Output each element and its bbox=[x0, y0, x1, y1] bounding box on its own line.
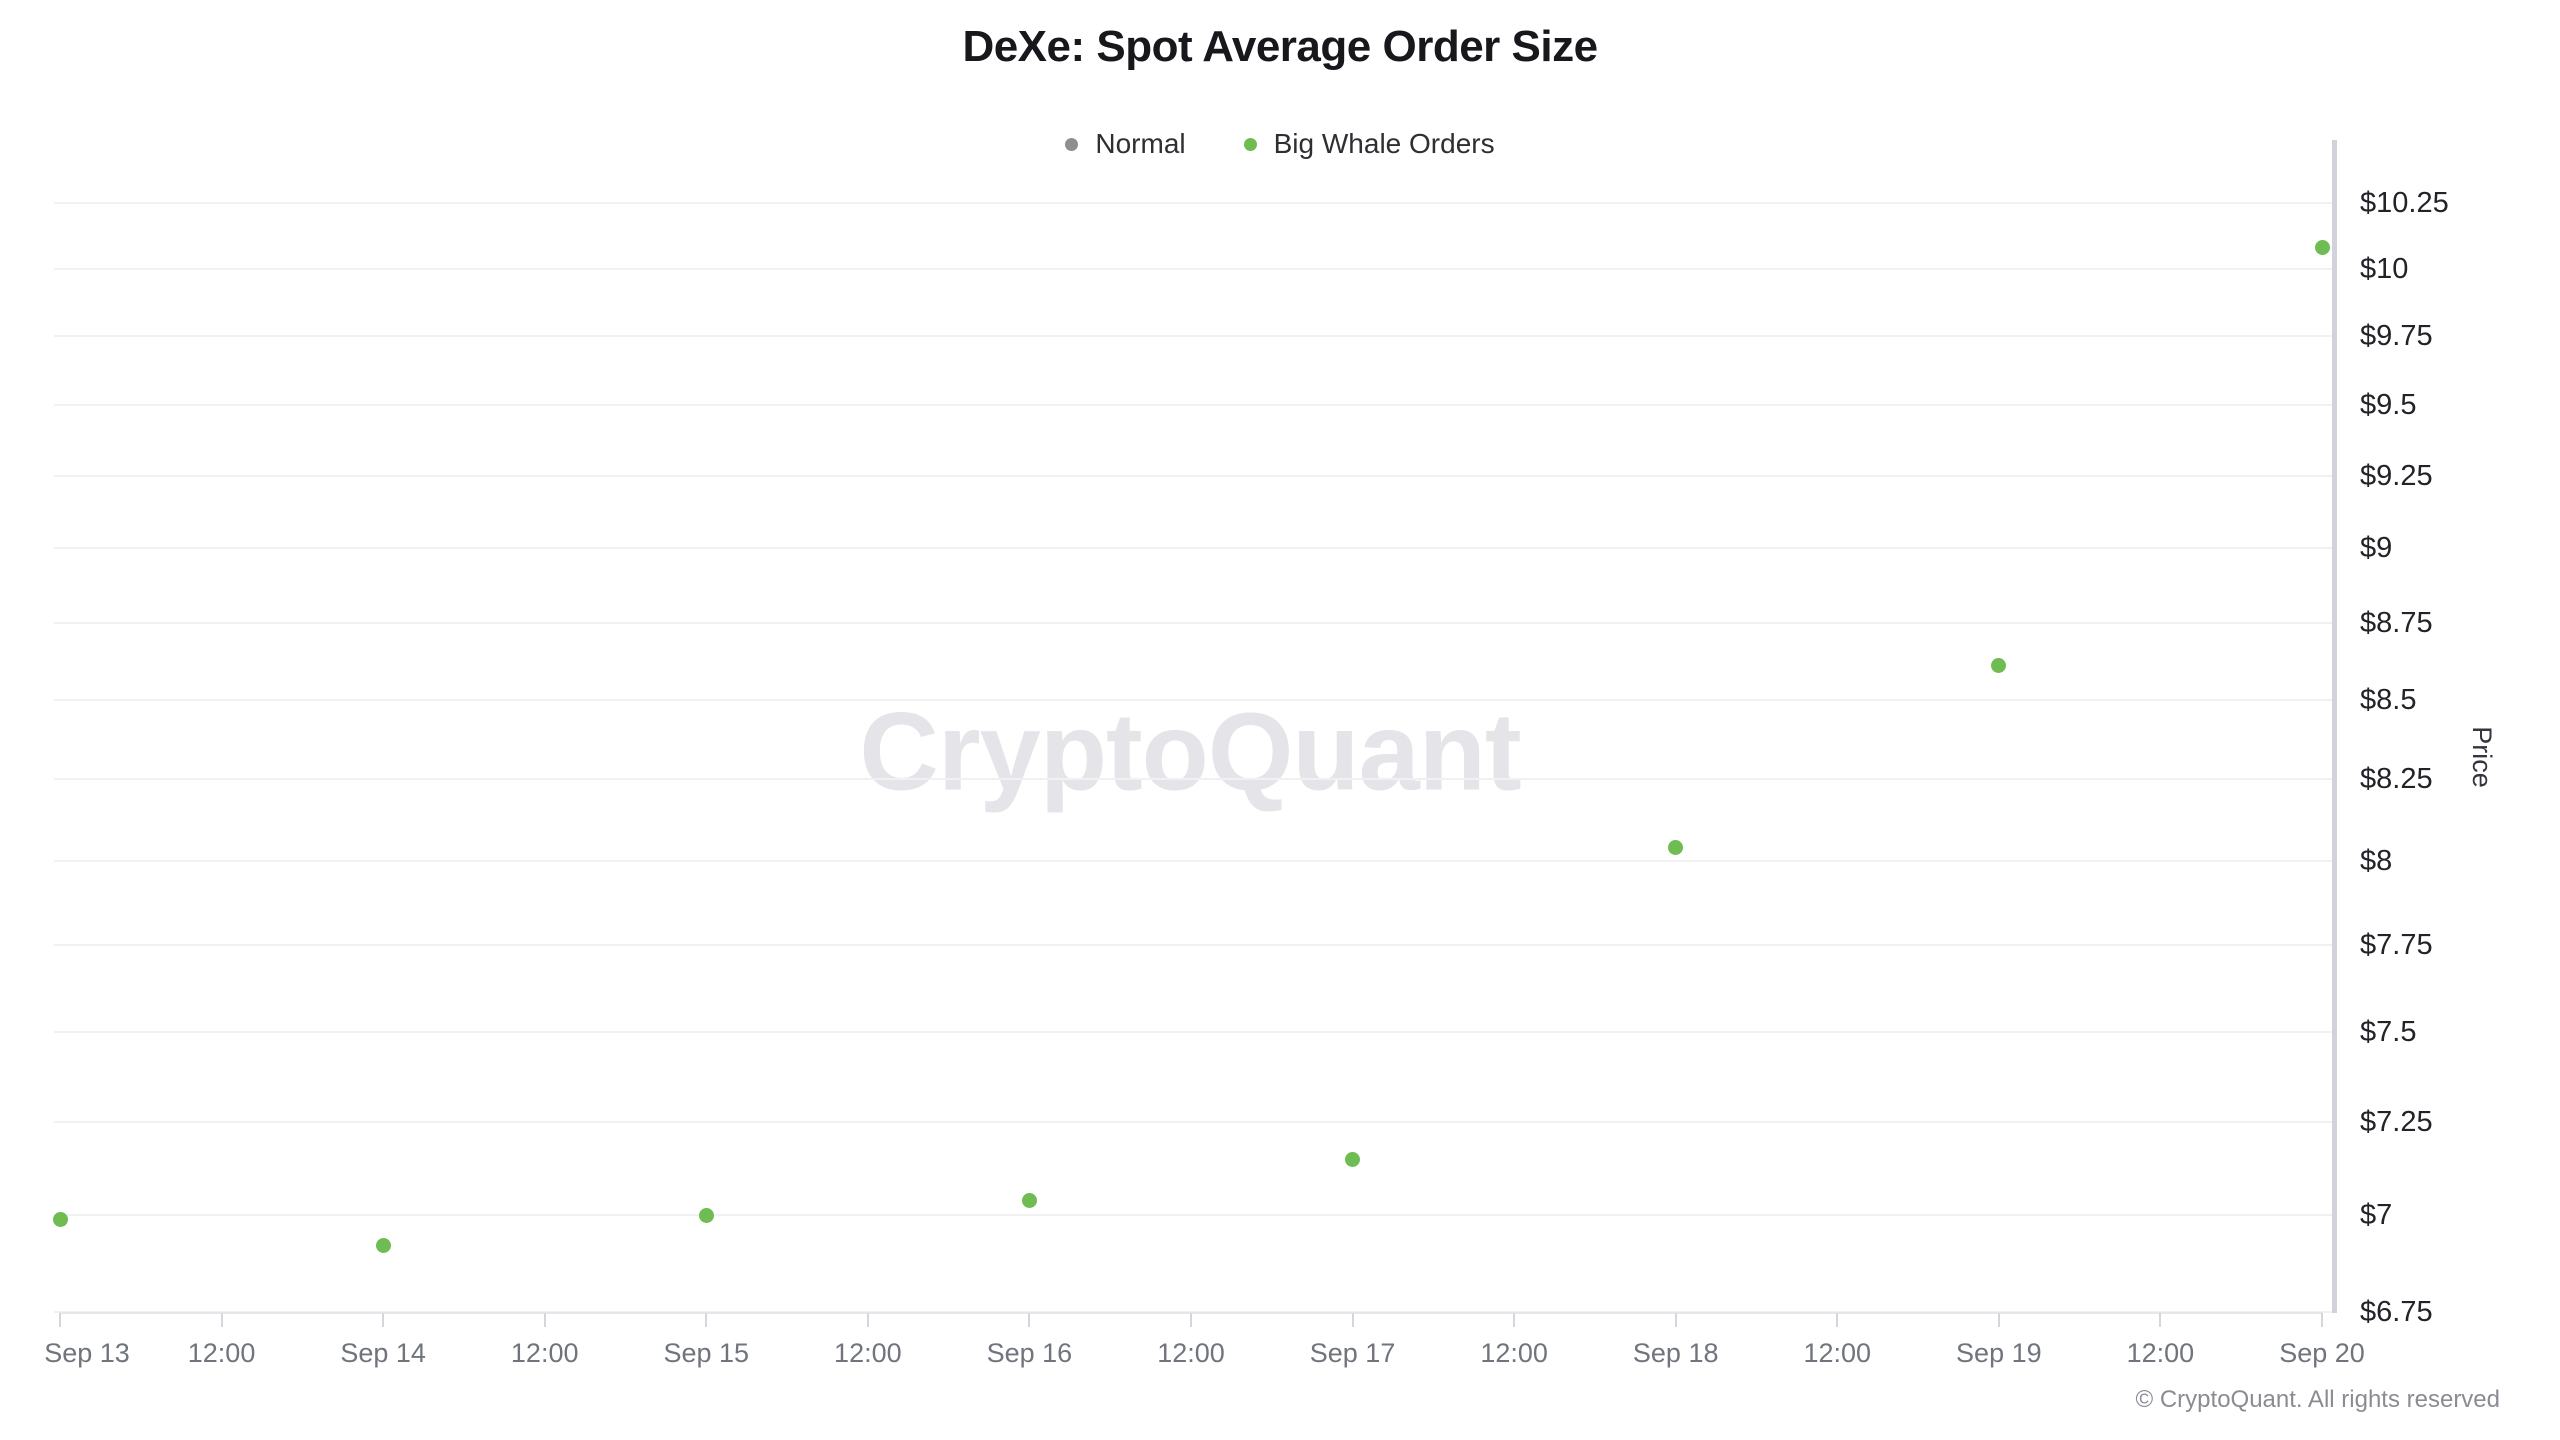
chart-title: DeXe: Spot Average Order Size bbox=[962, 22, 1598, 71]
watermark: CryptoQuant bbox=[859, 690, 1521, 814]
gridline bbox=[54, 1121, 2334, 1124]
y-axis-tick-label: $9.5 bbox=[2360, 388, 2417, 421]
x-axis-tick bbox=[1513, 1313, 1516, 1327]
x-axis-tick bbox=[382, 1313, 385, 1327]
x-axis-tick bbox=[1028, 1313, 1031, 1327]
y-axis-tick-label: $8.25 bbox=[2360, 763, 2433, 796]
y-axis-tick-label: $8 bbox=[2360, 844, 2393, 877]
legend-item-big-whale-orders[interactable]: Big Whale Orders bbox=[1243, 128, 1495, 160]
x-axis-tick bbox=[1351, 1313, 1354, 1327]
normal-series-dot-icon bbox=[1065, 137, 1079, 151]
gridline bbox=[54, 403, 2334, 406]
gridline bbox=[54, 944, 2334, 947]
gridline bbox=[54, 622, 2334, 625]
gridline bbox=[54, 859, 2334, 862]
data-point[interactable] bbox=[1021, 1192, 1037, 1208]
x-axis-tick-label: Sep 17 bbox=[1309, 1338, 1396, 1368]
x-axis-tick bbox=[1997, 1313, 2000, 1327]
gridline bbox=[54, 1031, 2334, 1034]
y-axis-tick-label: $8.75 bbox=[2360, 607, 2433, 640]
y-axis-title: Price bbox=[2467, 726, 2497, 788]
y-axis-tick-label: $8.5 bbox=[2360, 684, 2417, 716]
x-axis-tick bbox=[1190, 1313, 1192, 1327]
x-axis-tick bbox=[705, 1313, 708, 1327]
y-axis-tick-label: $7.5 bbox=[2360, 1016, 2417, 1049]
x-axis-tick-label: Sep 20 bbox=[2279, 1338, 2365, 1368]
y-axis-line bbox=[2332, 140, 2337, 1313]
y-axis-tick-label: $10.25 bbox=[2360, 187, 2449, 219]
gridline bbox=[54, 547, 2334, 550]
x-axis-tick-label: Sep 14 bbox=[340, 1338, 426, 1368]
x-axis-tick bbox=[59, 1313, 61, 1327]
y-axis-tick-label: $9.25 bbox=[2360, 459, 2433, 492]
x-axis-tick-label: Sep 18 bbox=[1632, 1338, 1719, 1368]
x-axis-tick-label: Sep 15 bbox=[663, 1338, 750, 1368]
gridline bbox=[54, 202, 2334, 204]
x-axis-tick-label: Sep 16 bbox=[986, 1338, 1073, 1368]
y-axis-tick-label: $9 bbox=[2360, 532, 2393, 565]
y-axis-tick-label: $6.75 bbox=[2360, 1296, 2433, 1328]
x-axis-tick bbox=[1836, 1313, 1839, 1327]
x-axis-tick-label: 12:00 bbox=[1480, 1338, 1548, 1368]
y-axis-tick-label: $9.75 bbox=[2360, 319, 2433, 352]
gridline bbox=[54, 1214, 2334, 1217]
legend-item-normal[interactable]: Normal bbox=[1065, 128, 1186, 160]
x-axis-tick-label: Sep 13 bbox=[44, 1338, 130, 1368]
x-axis-tick bbox=[220, 1313, 223, 1327]
data-point[interactable] bbox=[2314, 239, 2330, 255]
gridline bbox=[54, 778, 2334, 781]
gridline bbox=[54, 474, 2334, 477]
data-point[interactable] bbox=[698, 1207, 714, 1223]
y-axis-tick-label: $7.75 bbox=[2360, 929, 2433, 962]
x-axis-tick-label: 12:00 bbox=[1803, 1338, 1872, 1368]
x-axis-tick bbox=[866, 1313, 869, 1327]
gridline bbox=[54, 267, 2334, 270]
legend-label-big-whale-orders: Big Whale Orders bbox=[1273, 128, 1495, 159]
x-axis-tick bbox=[543, 1313, 546, 1327]
y-axis-tick-label: $10 bbox=[2360, 252, 2409, 285]
data-point[interactable] bbox=[1668, 840, 1684, 856]
x-axis-tick-label: 12:00 bbox=[2126, 1338, 2195, 1368]
x-axis-tick bbox=[2321, 1313, 2323, 1327]
y-axis-tick-label: $7.25 bbox=[2360, 1106, 2433, 1139]
y-axis-tick-label: $7 bbox=[2360, 1199, 2393, 1232]
x-axis-tick bbox=[2159, 1313, 2162, 1327]
data-point[interactable] bbox=[1991, 658, 2007, 674]
gridline bbox=[54, 334, 2334, 337]
data-point[interactable] bbox=[375, 1238, 391, 1254]
x-axis-tick-label: Sep 19 bbox=[1956, 1338, 2042, 1368]
copyright-notice: © CryptoQuant. All rights reserved bbox=[2135, 1386, 2501, 1413]
x-axis-tick-label: 12:00 bbox=[834, 1338, 902, 1368]
x-axis-tick-label: 12:00 bbox=[187, 1338, 256, 1368]
data-point[interactable] bbox=[52, 1211, 68, 1227]
x-axis-tick bbox=[1674, 1313, 1677, 1327]
legend-label-normal: Normal bbox=[1095, 128, 1186, 159]
legend: Normal Big Whale Orders bbox=[0, 128, 2560, 160]
big-whale-orders-series-dot-icon bbox=[1243, 137, 1257, 151]
x-axis-tick-label: 12:00 bbox=[510, 1338, 579, 1368]
gridline bbox=[54, 699, 2334, 701]
x-axis-tick-label: 12:00 bbox=[1157, 1338, 1225, 1368]
data-point[interactable] bbox=[1345, 1151, 1361, 1167]
